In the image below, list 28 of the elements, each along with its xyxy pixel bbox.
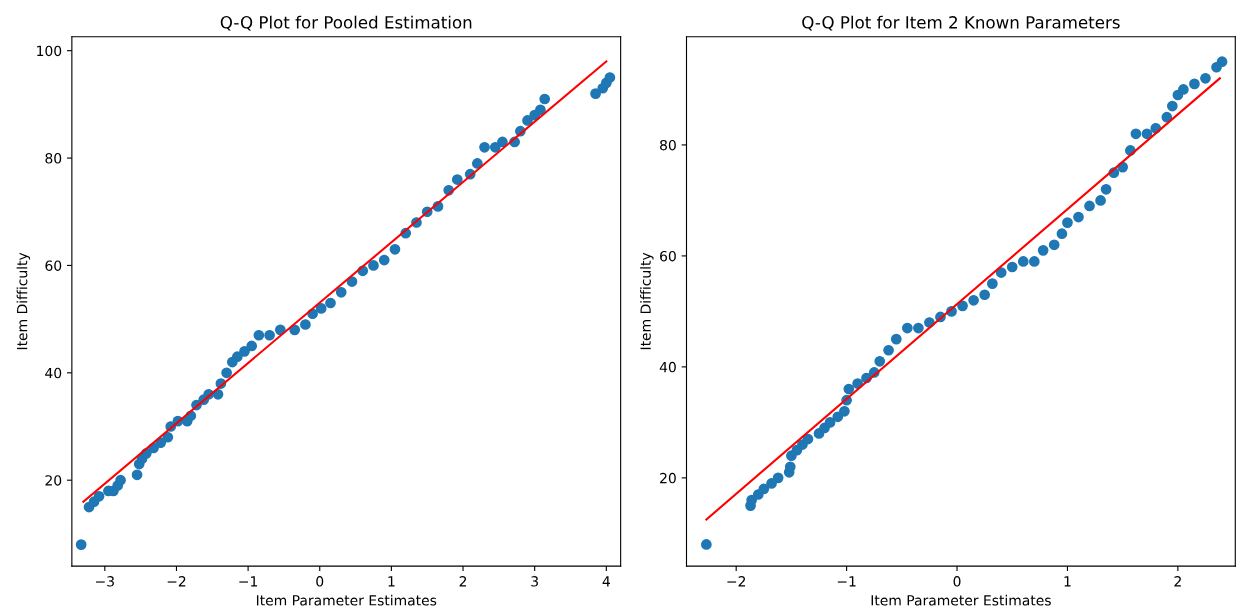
x-tick-label: −2	[727, 576, 746, 587]
x-tick-label: 0	[316, 576, 324, 587]
y-axis-title: Item Difficulty	[640, 252, 654, 350]
y-tick-label: 100	[37, 45, 62, 57]
x-tick-label: 2	[1174, 576, 1181, 587]
x-tick-label: 4	[602, 576, 610, 587]
x-tick-label: −1	[239, 576, 258, 587]
x-tick-label: 1	[1064, 576, 1071, 587]
y-tick-label: 80	[660, 139, 676, 151]
y-tick-label: 20	[660, 472, 676, 484]
x-axis-title: Item Parameter Estimates	[256, 594, 437, 606]
x-tick-label: −3	[96, 576, 114, 587]
chart-title: Q-Q Plot for Pooled Estimation	[220, 15, 472, 31]
y-tick-label: 60	[45, 260, 62, 271]
y-tick-label: 60	[660, 250, 676, 262]
y-tick-label: 40	[45, 367, 62, 379]
x-tick-label: −1	[837, 576, 856, 587]
x-tick-label: −2	[167, 576, 186, 587]
y-axis-title: Item Difficulty	[16, 252, 31, 350]
y-tick-label: 80	[45, 153, 62, 164]
x-tick-label: 1	[388, 576, 395, 587]
x-tick-label: 0	[953, 576, 961, 587]
x-tick-label: 3	[531, 576, 538, 587]
y-tick-label: 40	[659, 361, 676, 373]
y-tick-label: 20	[45, 475, 62, 486]
x-axis-title: Item Parameter Estimates	[871, 594, 1051, 606]
chart-title: Q-Q Plot for Item 2 Known Parameters	[802, 15, 1120, 31]
x-tick-label: 2	[459, 576, 467, 587]
